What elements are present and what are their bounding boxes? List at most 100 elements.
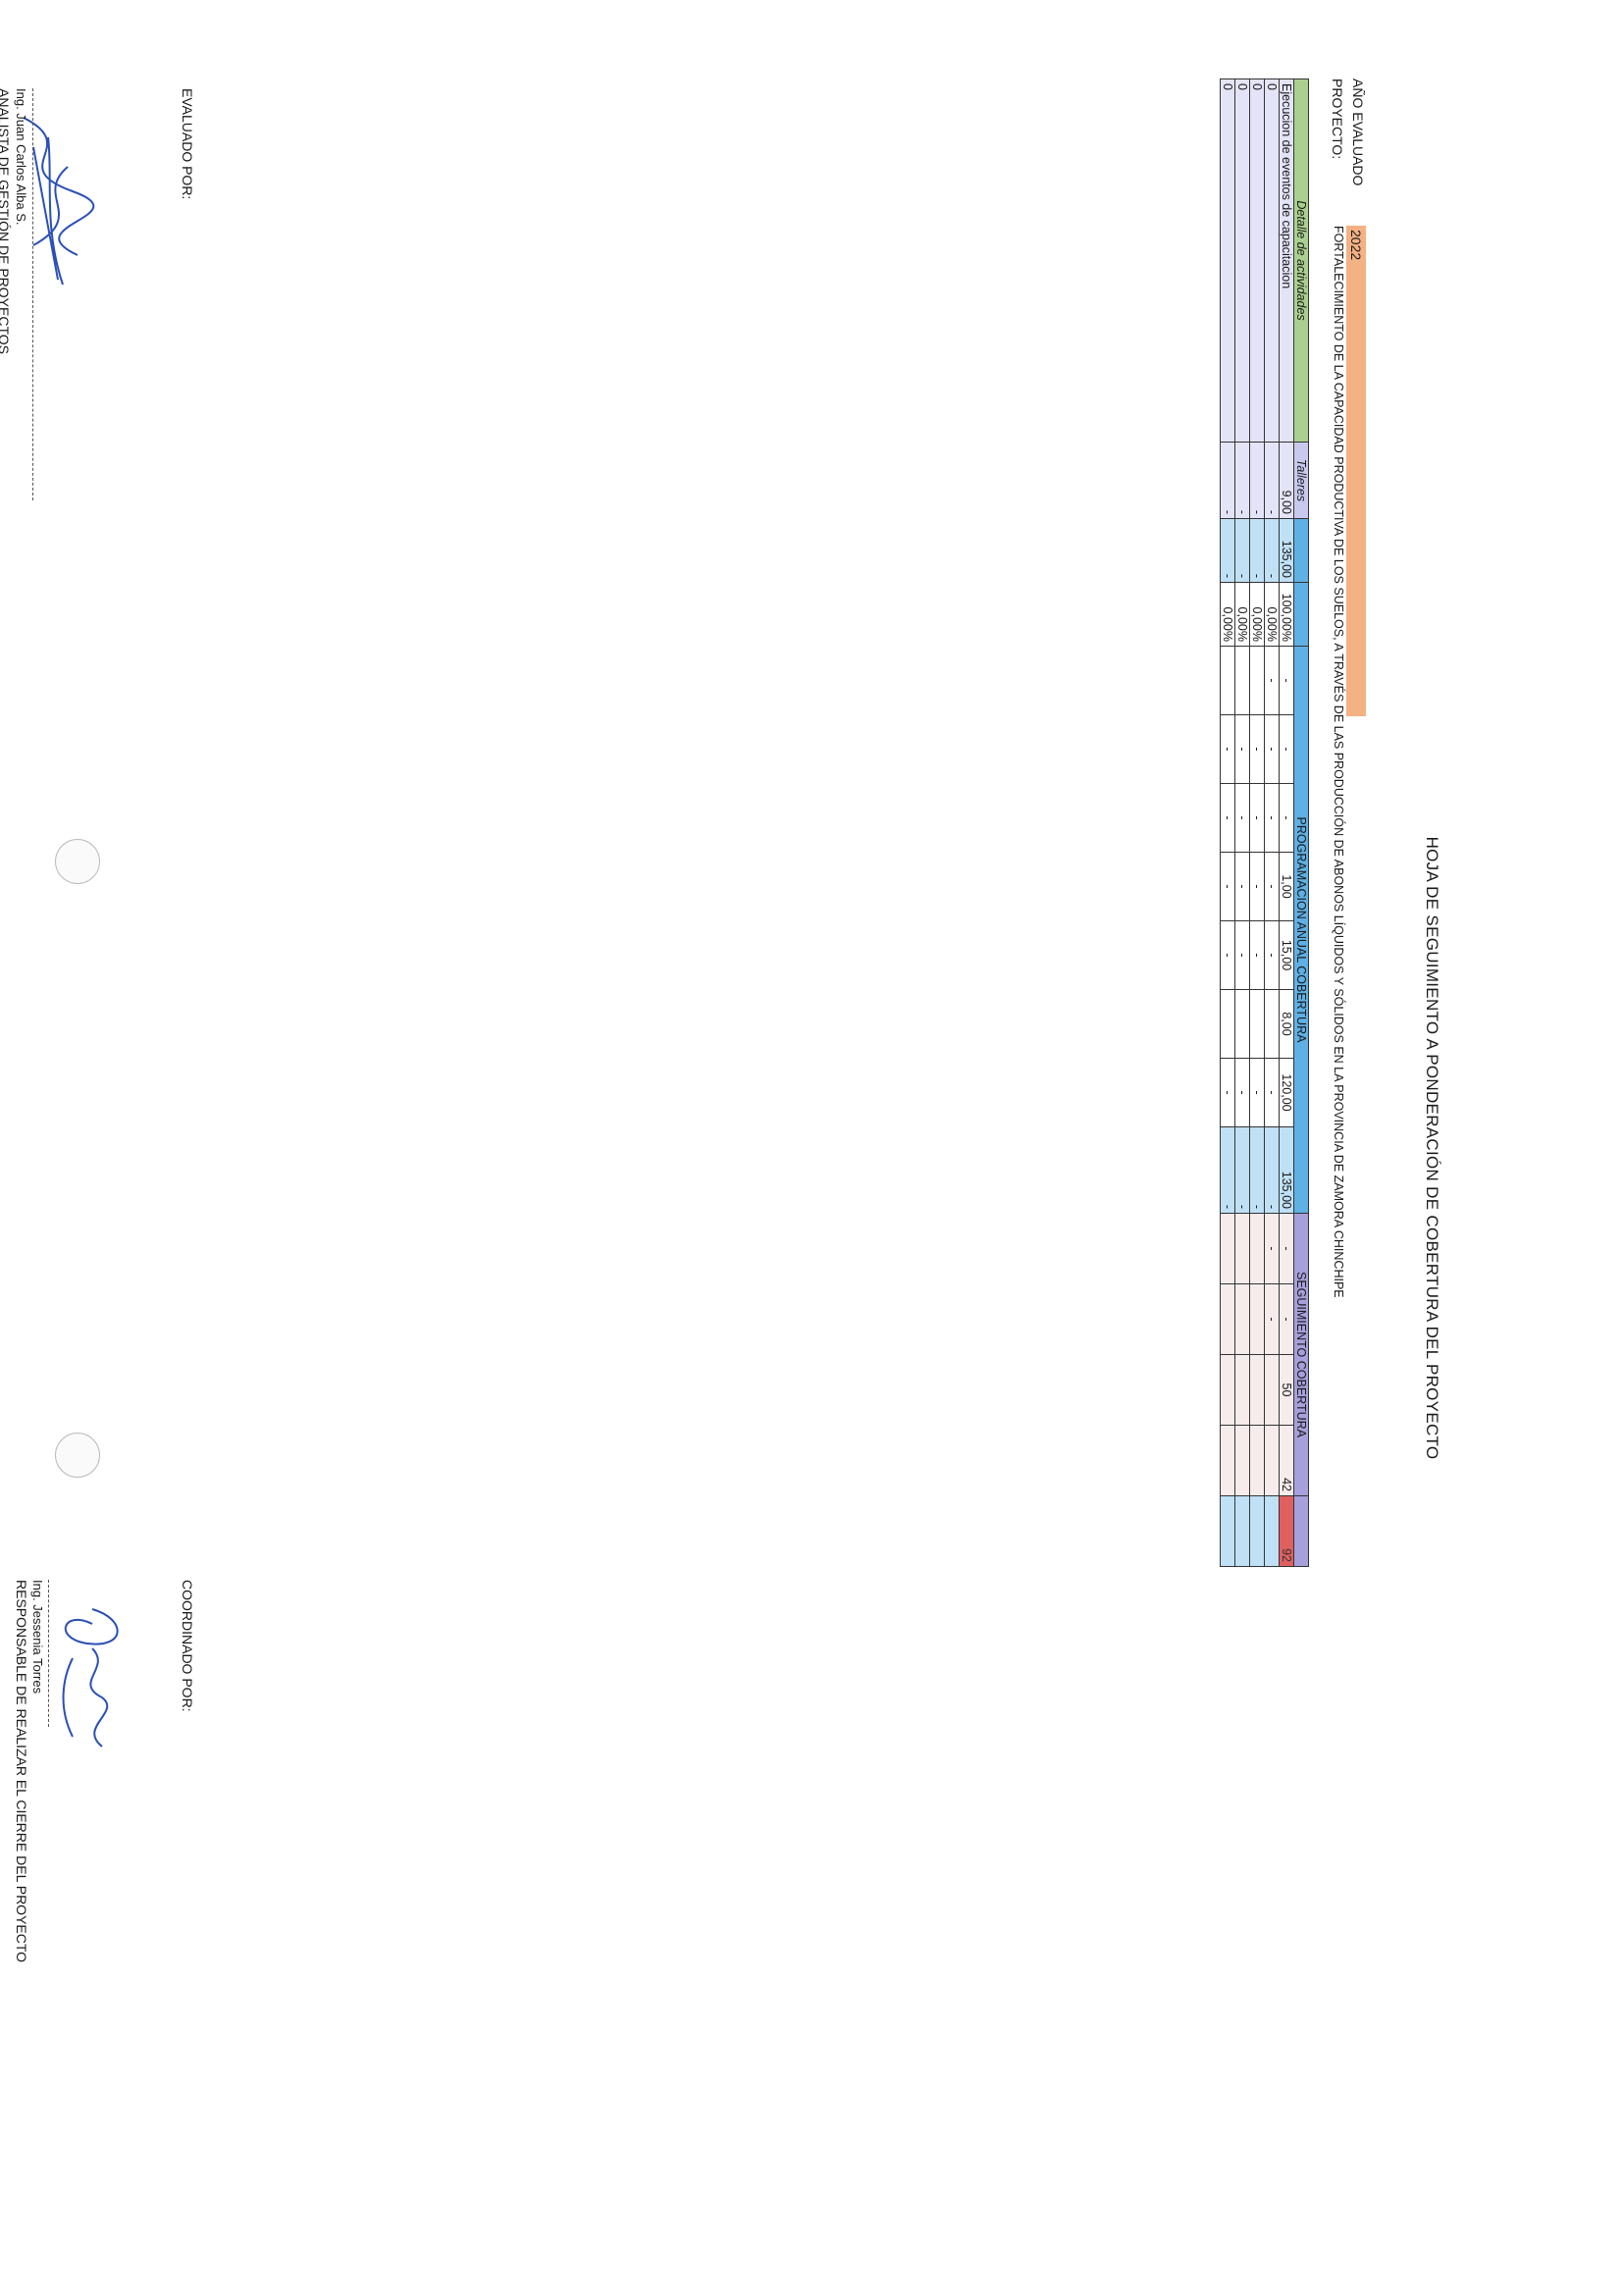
left-signer-role: ANALISTA DE GESTIÓN DE PROYECTOS	[0, 88, 12, 354]
cell-programacion	[1249, 989, 1265, 1059]
cell-seguimiento	[1249, 1283, 1265, 1355]
cell-programacion: -	[1264, 1058, 1280, 1127]
signature-left-line	[32, 88, 33, 500]
cell-actividad: 0	[1249, 78, 1265, 443]
cell-programacion: 8,00	[1279, 989, 1294, 1059]
cell-programacion: -	[1220, 783, 1235, 853]
cell-talleres: -	[1249, 442, 1265, 519]
cell-talleres: -	[1234, 442, 1250, 519]
cell-programacion: -	[1234, 714, 1250, 784]
cell-seguimiento	[1220, 1283, 1235, 1355]
cell-programacion-total: -	[1234, 1126, 1250, 1214]
table-row: 0- -0,00% - - - - - -	[1249, 78, 1265, 1567]
cell-seguimiento	[1249, 1354, 1265, 1426]
table-row: 0- -0,00% - - - - - -	[1220, 78, 1235, 1567]
cell-total: -	[1234, 518, 1250, 583]
cell-seguimiento	[1249, 1213, 1265, 1284]
header-seguimiento: SEGUIMIENTO COBERTURA	[1293, 1213, 1309, 1496]
cell-programacion: -	[1234, 1058, 1250, 1127]
cell-programacion: -	[1249, 1058, 1265, 1127]
evaluado-por-label: EVALUADO POR:	[180, 88, 195, 200]
document-title: HOJA DE SEGUIMIENTO A PONDERACIÓN DE COB…	[1423, 836, 1441, 1460]
header-programacion: PROGRAMACION ANUAL COBERTURA	[1293, 646, 1309, 1214]
cell-programacion: -	[1220, 920, 1235, 990]
cell-total: 135,00	[1279, 518, 1294, 583]
cell-programacion: -	[1279, 646, 1294, 715]
cell-seguimiento: -	[1264, 1213, 1280, 1284]
cell-programacion: -	[1279, 714, 1294, 784]
cell-programacion	[1234, 646, 1250, 715]
punch-hole-icon	[55, 1433, 100, 1478]
cell-programacion: -	[1264, 783, 1280, 853]
signature-right-line	[48, 1580, 49, 1727]
cell-programacion: -	[1264, 920, 1280, 990]
cell-programacion: -	[1279, 783, 1294, 853]
cell-percentage: 0,00%	[1234, 582, 1250, 647]
cell-programacion	[1234, 989, 1250, 1059]
table-row: 0- -0,00% - - - - - - - - -	[1264, 78, 1280, 1567]
cell-programacion-total: -	[1249, 1126, 1265, 1214]
cell-programacion: -	[1220, 714, 1235, 784]
cell-actividad: 0	[1234, 78, 1250, 443]
cell-programacion: -	[1249, 852, 1265, 921]
header-detalle: Detalle de actividades	[1293, 78, 1309, 443]
cell-seguimiento	[1220, 1213, 1235, 1284]
cell-programacion: -	[1220, 1058, 1235, 1127]
year-value: 2022	[1346, 226, 1366, 716]
cell-total: -	[1220, 518, 1235, 583]
table-row: 0- -0,00% - - - - - -	[1234, 78, 1250, 1567]
cell-seguimiento	[1220, 1425, 1235, 1496]
cell-actividad: Ejecucion de eventos de capacitacion	[1279, 78, 1294, 443]
signature-right	[62, 1608, 119, 1748]
table-row: Ejecucion de eventos de capacitacion 9,00…	[1279, 78, 1294, 1567]
cell-seguimiento-total	[1220, 1495, 1235, 1567]
cell-talleres: -	[1220, 442, 1235, 519]
cell-programacion: -	[1264, 852, 1280, 921]
coordinado-por-label: COORDINADO POR:	[180, 1580, 195, 1712]
cell-seguimiento: -	[1264, 1283, 1280, 1355]
cell-seguimiento	[1264, 1425, 1280, 1496]
cell-seguimiento	[1234, 1283, 1250, 1355]
cell-programacion: 120,00	[1279, 1058, 1294, 1127]
right-signer-role: RESPONSABLE DE REALIZAR EL CIERRE DEL PR…	[14, 1580, 29, 1963]
cell-seguimiento: -	[1279, 1213, 1294, 1284]
cell-programacion: -	[1264, 714, 1280, 784]
cell-seguimiento	[1234, 1213, 1250, 1284]
cell-seguimiento: 50	[1279, 1354, 1294, 1426]
left-signer-name: Ing. Juan Carlos Alba S.	[14, 88, 28, 226]
cell-actividad: 0	[1220, 78, 1235, 443]
cell-programacion: 1,00	[1279, 852, 1294, 921]
table-header-row: Detalle de actividades Talleres PROGRAMA…	[1293, 78, 1309, 1567]
cell-seguimiento-total: 92	[1279, 1495, 1294, 1567]
punch-hole-icon	[55, 839, 100, 884]
cell-programacion: -	[1249, 783, 1265, 853]
cell-programacion: -	[1249, 714, 1265, 784]
cell-programacion	[1220, 989, 1235, 1059]
cell-programacion: -	[1249, 920, 1265, 990]
cell-seguimiento	[1234, 1425, 1250, 1496]
cell-percentage: 0,00%	[1264, 582, 1280, 647]
cell-programacion: 15,00	[1279, 920, 1294, 990]
year-label: AÑO EVALUADO	[1350, 78, 1366, 186]
signature-left	[23, 117, 95, 286]
cell-percentage: 0,00%	[1220, 582, 1235, 647]
cell-seguimiento	[1234, 1354, 1250, 1426]
cell-programacion	[1264, 989, 1280, 1059]
cell-programacion: -	[1234, 783, 1250, 853]
cell-programacion: -	[1234, 852, 1250, 921]
cell-programacion: -	[1234, 920, 1250, 990]
cell-seguimiento	[1264, 1354, 1280, 1426]
cell-percentage: 100,00%	[1279, 582, 1294, 647]
project-label: PROYECTO:	[1330, 78, 1345, 160]
right-signer-name: Ing. Jessenia Torres	[30, 1580, 45, 1695]
coverage-table: Detalle de actividades Talleres PROGRAMA…	[1220, 78, 1309, 1567]
cell-actividad: 0	[1264, 78, 1280, 443]
project-name: FORTALECIMIENTO DE LA CAPACIDAD PRODUCTI…	[1332, 226, 1345, 1298]
cell-seguimiento: -	[1279, 1283, 1294, 1355]
cell-total: -	[1249, 518, 1265, 583]
cell-talleres: 9,00	[1279, 442, 1294, 519]
cell-seguimiento: 42	[1279, 1425, 1294, 1496]
cell-programacion: -	[1220, 852, 1235, 921]
cell-programacion-total: -	[1264, 1126, 1280, 1214]
